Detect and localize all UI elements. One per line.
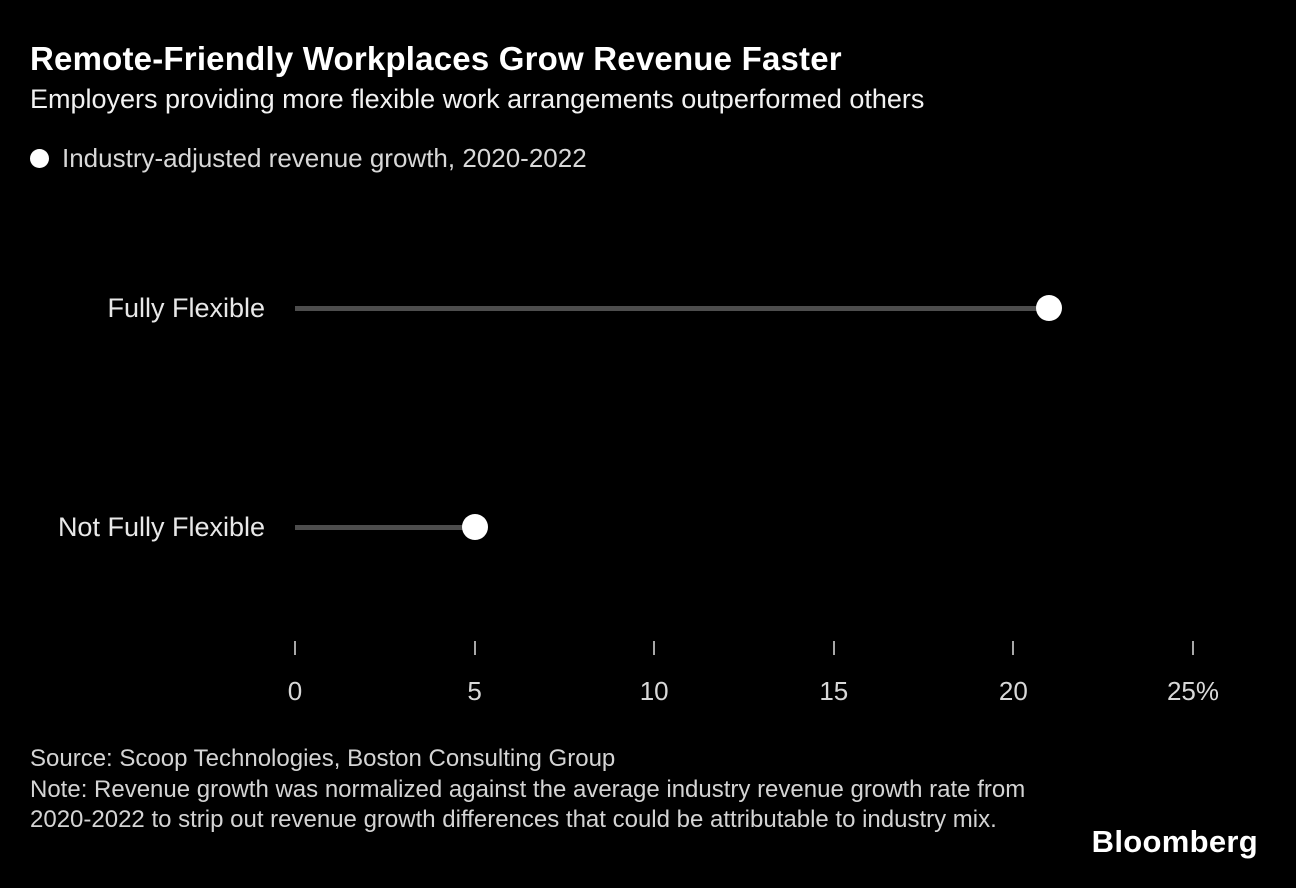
x-axis-tick-label: 15 bbox=[819, 676, 849, 706]
category-label: Not Fully Flexible bbox=[57, 512, 265, 542]
x-axis-tick bbox=[1192, 641, 1194, 655]
category-label: Fully Flexible bbox=[107, 293, 265, 323]
chart-subtitle: Employers providing more flexible work a… bbox=[30, 84, 925, 114]
x-axis-tick-label: 5 bbox=[467, 676, 482, 706]
data-point-dot bbox=[1036, 295, 1063, 321]
x-axis-tick-label: 25% bbox=[1166, 676, 1220, 706]
note-text: Note: Revenue growth was normalized agai… bbox=[30, 776, 1026, 833]
lollipop-stem bbox=[295, 305, 1050, 311]
chart-title: Remote-Friendly Workplaces Grow Revenue … bbox=[30, 40, 842, 77]
bloomberg-logo: Bloomberg bbox=[1091, 824, 1258, 859]
x-axis-tick bbox=[1012, 641, 1015, 655]
x-axis-tick-label: 10 bbox=[639, 676, 669, 706]
lollipop-stem bbox=[295, 524, 475, 530]
x-axis-tick-label: 20 bbox=[998, 676, 1028, 706]
x-axis-tick bbox=[294, 641, 296, 655]
x-axis-tick-label: 0 bbox=[287, 676, 303, 706]
source-text: Source: Scoop Technologies, Boston Consu… bbox=[30, 745, 616, 772]
legend-label: Industry-adjusted revenue growth, 2020-2… bbox=[62, 143, 587, 173]
x-axis-tick bbox=[653, 641, 656, 655]
legend-dot-icon bbox=[30, 149, 49, 168]
x-axis-tick bbox=[473, 641, 476, 655]
data-point-dot bbox=[461, 514, 488, 540]
x-axis-tick bbox=[832, 641, 835, 655]
legend: Industry-adjusted revenue growth, 2020-2… bbox=[30, 143, 587, 174]
